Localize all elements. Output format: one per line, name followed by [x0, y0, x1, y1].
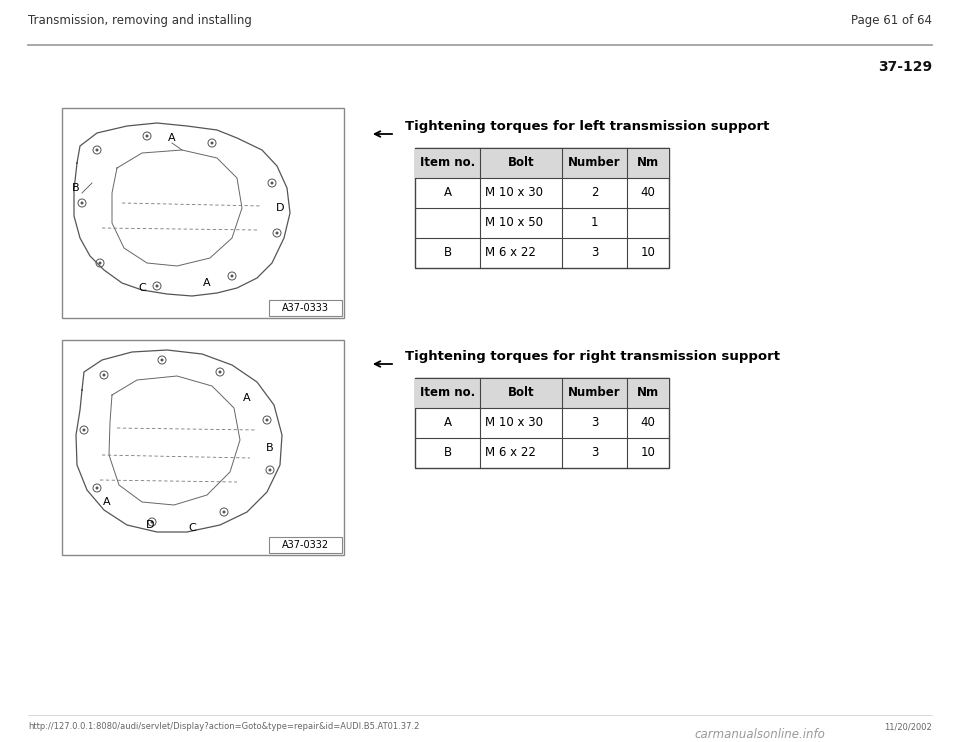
Text: Bolt: Bolt [508, 387, 535, 399]
Text: D: D [146, 520, 155, 530]
Circle shape [95, 487, 99, 490]
Text: 10: 10 [640, 447, 656, 459]
Text: A: A [243, 393, 251, 403]
Text: 3: 3 [590, 246, 598, 260]
Text: M 10 x 30: M 10 x 30 [485, 416, 543, 430]
Circle shape [271, 182, 274, 185]
Circle shape [219, 370, 222, 373]
Text: Item no.: Item no. [420, 387, 475, 399]
Text: D: D [276, 203, 284, 213]
Circle shape [276, 232, 278, 234]
Bar [415, 148, 669, 178]
Bar [62, 340, 344, 555]
Circle shape [266, 418, 269, 421]
Text: M 6 x 22: M 6 x 22 [485, 447, 536, 459]
Text: 11/20/2002: 11/20/2002 [884, 722, 932, 731]
Text: A: A [103, 497, 110, 507]
Text: 10: 10 [640, 246, 656, 260]
Bar [269, 300, 342, 316]
Bar [415, 378, 669, 468]
Text: M 10 x 50: M 10 x 50 [485, 217, 543, 229]
Text: A: A [444, 416, 451, 430]
Text: Number: Number [568, 157, 621, 169]
Text: C: C [138, 283, 146, 293]
Text: M 6 x 22: M 6 x 22 [485, 246, 536, 260]
Circle shape [156, 284, 158, 287]
Circle shape [95, 148, 99, 151]
Text: Item no.: Item no. [420, 157, 475, 169]
Text: B: B [444, 447, 451, 459]
Text: A37-0332: A37-0332 [281, 540, 328, 550]
Text: carmanualsonline.info: carmanualsonline.info [695, 728, 826, 741]
Text: Bolt: Bolt [508, 157, 535, 169]
Circle shape [210, 142, 213, 145]
Text: A: A [444, 186, 451, 200]
Bar [269, 537, 342, 553]
Text: M 10 x 30: M 10 x 30 [485, 186, 543, 200]
Bar [62, 108, 344, 318]
Text: B: B [266, 443, 274, 453]
Circle shape [230, 275, 233, 278]
Bar [415, 148, 669, 268]
Text: C: C [188, 523, 196, 533]
Text: B: B [72, 183, 80, 193]
Circle shape [99, 261, 102, 264]
Text: Nm: Nm [636, 157, 660, 169]
Text: 40: 40 [640, 416, 656, 430]
Text: Number: Number [568, 387, 621, 399]
Text: A: A [168, 133, 176, 143]
Circle shape [223, 510, 226, 513]
Text: 3: 3 [590, 447, 598, 459]
Circle shape [151, 520, 154, 524]
Text: http://127.0.0.1:8080/audi/servlet/Display?action=Goto&type=repair&id=AUDI.B5.AT: http://127.0.0.1:8080/audi/servlet/Displ… [28, 722, 420, 731]
Text: 37-129: 37-129 [877, 60, 932, 74]
Text: 2: 2 [590, 186, 598, 200]
Text: 40: 40 [640, 186, 656, 200]
Circle shape [146, 134, 149, 137]
Circle shape [81, 202, 84, 205]
Circle shape [269, 468, 272, 471]
Circle shape [103, 373, 106, 376]
Text: Transmission, removing and installing: Transmission, removing and installing [28, 14, 252, 27]
Text: Tightening torques for left transmission support: Tightening torques for left transmission… [405, 120, 769, 133]
Text: A37-0333: A37-0333 [281, 303, 328, 313]
Text: Tightening torques for right transmission support: Tightening torques for right transmissio… [405, 350, 780, 363]
Text: A: A [204, 278, 211, 288]
Bar [415, 378, 669, 408]
Circle shape [83, 428, 85, 432]
Text: B: B [444, 246, 451, 260]
Text: Nm: Nm [636, 387, 660, 399]
Text: 3: 3 [590, 416, 598, 430]
Text: Page 61 of 64: Page 61 of 64 [851, 14, 932, 27]
Text: 1: 1 [590, 217, 598, 229]
Circle shape [160, 358, 163, 361]
